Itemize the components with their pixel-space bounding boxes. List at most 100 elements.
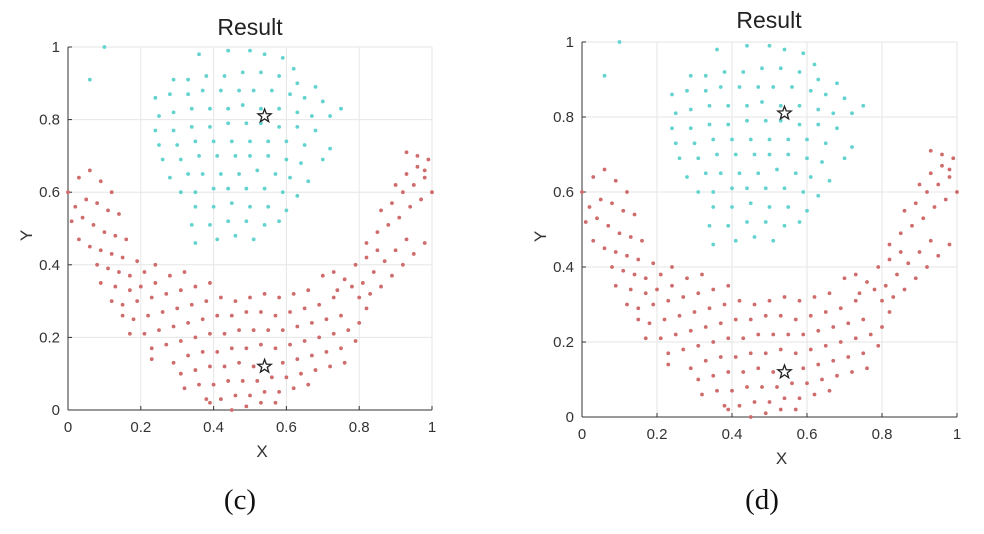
cluster-cyan-point	[153, 95, 158, 100]
y-tick-label-c: 1	[52, 39, 60, 56]
cluster-red-point	[364, 255, 369, 260]
cluster-center-star-2	[256, 357, 274, 374]
cluster-red-point	[95, 201, 100, 205]
cluster-red-point	[711, 373, 716, 378]
cluster-cyan-point	[200, 172, 205, 176]
cluster-red-point	[320, 273, 325, 278]
cluster-red-point	[189, 302, 194, 307]
cluster-cyan-point	[850, 145, 854, 149]
cluster-red-point	[801, 366, 806, 371]
cluster-red-point	[625, 190, 629, 194]
cluster-red-point	[940, 152, 944, 157]
cluster-cyan-point	[688, 126, 693, 131]
cluster-cyan-point	[102, 45, 107, 49]
cluster-red-point	[208, 364, 212, 369]
cluster-cyan-point	[160, 157, 165, 162]
cluster-cyan-point	[291, 66, 296, 71]
cluster-cyan-point	[262, 186, 267, 191]
cluster-cyan-point	[797, 70, 802, 74]
cluster-red-point	[703, 325, 708, 329]
cluster-cyan-point	[760, 66, 764, 71]
y-tick-label-c: 0.8	[39, 112, 60, 129]
cluster-red-point	[613, 250, 618, 254]
y-tick-label-c: 0.6	[39, 184, 60, 201]
cluster-red-point	[422, 175, 427, 180]
cluster-red-point	[66, 190, 70, 195]
cluster-cyan-point	[226, 48, 231, 53]
cluster-red-point	[853, 298, 858, 303]
cluster-red-point	[160, 310, 165, 314]
cluster-red-point	[178, 288, 183, 293]
cluster-cyan-point	[178, 190, 183, 195]
cluster-red-point	[628, 235, 633, 239]
cluster-red-point	[797, 298, 802, 303]
cluster-red-point	[146, 313, 150, 318]
cluster-cyan-point	[673, 111, 678, 116]
cluster-red-point	[117, 212, 121, 216]
cluster-cyan-point	[186, 77, 191, 82]
cluster-red-point	[651, 261, 656, 266]
cluster-cyan-point	[715, 152, 719, 157]
cluster-red-point	[947, 242, 952, 247]
cluster-cyan-point	[730, 137, 734, 142]
cluster-red-point	[273, 400, 278, 405]
cluster-red-point	[801, 332, 806, 337]
cluster-red-point	[309, 353, 314, 358]
cluster-cyan-point	[733, 152, 738, 157]
y-tick-label-c: 0	[52, 402, 60, 419]
cluster-red-point	[733, 355, 738, 359]
cluster-cyan-point	[745, 43, 749, 48]
cluster-cyan-point	[175, 143, 180, 147]
cluster-red-point	[426, 157, 431, 162]
cluster-cyan-point	[756, 85, 761, 89]
cluster-red-point	[816, 328, 821, 333]
cluster-cyan-point	[171, 77, 176, 82]
cluster-cyan-point	[835, 126, 839, 131]
cluster-red-point	[636, 257, 641, 262]
x-tick-label-d: 0	[578, 426, 586, 443]
scatter-chart-d: 0 0.2 0.4 0.6 0.8 1 0 0.2 0.4 0.6 0.8 1 Result X Y	[531, 7, 961, 468]
cluster-red-point	[913, 276, 918, 281]
cluster-red-point	[244, 346, 249, 351]
cluster-red-point	[302, 306, 307, 311]
cluster-cyan-point	[767, 205, 772, 209]
cluster-red-point	[928, 148, 933, 153]
cluster-cyan-point	[726, 103, 731, 108]
cluster-red-point	[580, 190, 584, 194]
cluster-red-point	[688, 366, 693, 371]
cluster-cyan-point	[208, 222, 212, 227]
cluster-red-point	[357, 320, 362, 325]
cluster-cyan-point	[189, 124, 194, 129]
cluster-red-point	[778, 313, 783, 318]
cluster-cyan-point	[748, 201, 753, 206]
cluster-red-point	[726, 336, 731, 341]
cluster-red-point	[827, 291, 832, 296]
cluster-cyan-point	[602, 73, 607, 78]
cluster-red-point	[237, 360, 241, 365]
cluster-cyan-point	[741, 70, 746, 74]
cluster-red-point	[613, 178, 618, 183]
cluster-red-point	[102, 230, 107, 235]
cluster-red-point	[917, 182, 922, 187]
cluster-cyan-point	[782, 223, 787, 228]
cluster-cyan-point	[168, 175, 172, 180]
cluster-red-point	[397, 215, 402, 220]
cluster-cyan-point	[793, 171, 798, 176]
cluster-cyan-point	[266, 139, 271, 144]
cluster-red-point	[947, 175, 952, 179]
cluster-red-point	[404, 172, 409, 176]
cluster-red-point	[681, 295, 686, 299]
cluster-red-point	[733, 317, 738, 322]
cluster-red-point	[865, 280, 869, 284]
caption-d: (d)	[702, 484, 822, 517]
cluster-red-point	[782, 295, 787, 299]
cluster-cyan-point	[763, 186, 768, 191]
cluster-cyan-point	[226, 186, 231, 191]
cluster-red-point	[153, 281, 158, 285]
cluster-cyan-point	[786, 137, 791, 142]
cluster-red-point	[587, 205, 592, 209]
cluster-red-point	[763, 411, 768, 416]
cluster-cyan-point	[339, 106, 343, 111]
cluster-cyan-point	[280, 55, 285, 60]
cluster-red-point	[98, 281, 103, 285]
